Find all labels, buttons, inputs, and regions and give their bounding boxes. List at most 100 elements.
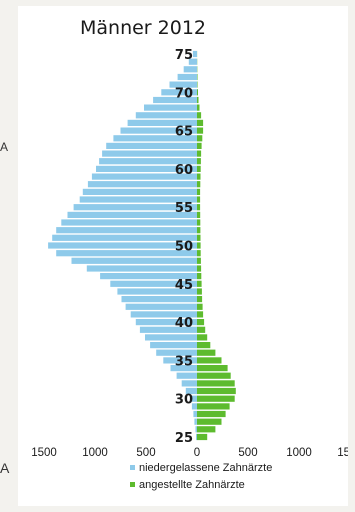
bar-niedergelassene-49 [56, 250, 198, 257]
bar-angestellte-70 [197, 89, 198, 96]
y-tick-label-55: 55 [175, 201, 193, 216]
bar-angestellte-71 [197, 81, 198, 88]
y-axis-ticks: 25 30 35 40 45 50 55 60 65 70 75 [175, 48, 193, 446]
bar-angestellte-47 [197, 265, 202, 272]
bar-angestellte-33 [197, 372, 231, 379]
bar-angestellte-48 [197, 257, 201, 264]
edge-mark-bottom-left: A [0, 460, 10, 476]
y-tick-label-65: 65 [175, 125, 193, 140]
bar-angestellte-49 [197, 250, 201, 257]
bar-niedergelassene-43 [121, 296, 197, 303]
bar-angestellte-65 [197, 127, 204, 134]
y-tick-label-35: 35 [175, 354, 193, 369]
bar-niedergelassene-41 [130, 311, 197, 318]
x-tick-label-6: 1500 [337, 447, 348, 459]
bar-angestellte-45 [197, 280, 202, 287]
bar-niedergelassene-30 [189, 395, 197, 402]
bar-niedergelassene-36 [156, 349, 197, 356]
chart-title: Männer 2012 [80, 17, 206, 39]
y-tick-label-60: 60 [175, 163, 193, 178]
x-tick-label-1: 1000 [82, 447, 108, 459]
bar-angestellte-25 [197, 433, 208, 441]
bar-niedergelassene-57 [82, 188, 197, 195]
bar-niedergelassene-59 [91, 173, 197, 180]
bar-angestellte-37 [197, 342, 211, 349]
bar-niedergelassene-63 [106, 142, 197, 149]
x-axis-ticks: 1500 1000 500 0 500 1000 1500 [31, 447, 348, 459]
bar-angestellte-60 [197, 165, 201, 172]
legend-label-angestellte: angestellte Zahnärzte [139, 479, 245, 491]
bar-niedergelassene-26 [195, 426, 197, 433]
bar-angestellte-35 [197, 357, 222, 364]
bar-angestellte-29 [197, 403, 230, 410]
bar-angestellte-38 [197, 334, 208, 341]
bar-niedergelassene-64 [113, 135, 197, 142]
bar-angestellte-46 [197, 273, 202, 280]
bar-angestellte-55 [197, 204, 201, 211]
series-left-bars [48, 50, 198, 441]
bar-niedergelassene-25 [196, 433, 197, 441]
x-tick-label-3: 0 [194, 447, 200, 459]
bar-angestellte-26 [197, 426, 216, 433]
bar-niedergelassene-35 [163, 357, 197, 364]
bar-angestellte-30 [197, 395, 235, 402]
bar-angestellte-41 [197, 311, 204, 318]
bar-niedergelassene-66 [127, 119, 197, 126]
y-tick-label-25: 25 [175, 431, 193, 446]
x-tick-label-0: 1500 [31, 447, 57, 459]
bar-angestellte-67 [197, 112, 202, 119]
x-tick-label-2: 500 [136, 447, 155, 459]
y-tick-label-30: 30 [175, 393, 193, 408]
bar-angestellte-52 [197, 227, 201, 234]
bar-niedergelassene-28 [193, 410, 197, 418]
bar-angestellte-54 [197, 211, 201, 218]
bar-angestellte-42 [197, 303, 203, 310]
bar-angestellte-58 [197, 181, 201, 188]
y-tick-label-70: 70 [175, 86, 193, 101]
bar-niedergelassene-54 [67, 211, 197, 218]
bar-angestellte-57 [197, 188, 201, 195]
bar-niedergelassene-47 [86, 265, 197, 272]
bar-angestellte-31 [197, 387, 236, 395]
bar-niedergelassene-52 [56, 227, 198, 234]
bar-niedergelassene-46 [100, 273, 197, 280]
bar-niedergelassene-31 [185, 387, 197, 395]
bar-angestellte-69 [197, 96, 199, 104]
legend-label-niedergelassene: niedergelassene Zahnärzte [139, 462, 272, 474]
bar-niedergelassene-45 [110, 280, 197, 287]
bar-niedergelassene-53 [61, 219, 197, 226]
bar-niedergelassene-70 [161, 89, 197, 96]
bar-angestellte-61 [197, 158, 201, 165]
bar-niedergelassene-60 [96, 165, 197, 172]
bar-niedergelassene-37 [150, 342, 197, 349]
bar-angestellte-34 [197, 365, 228, 372]
bar-angestellte-36 [197, 349, 216, 356]
bar-niedergelassene-58 [87, 181, 197, 188]
bar-angestellte-66 [197, 119, 204, 126]
bar-niedergelassene-72 [177, 73, 197, 81]
x-tick-label-4: 500 [238, 447, 257, 459]
bar-angestellte-64 [197, 135, 203, 142]
bar-niedergelassene-67 [135, 112, 197, 119]
bar-niedergelassene-29 [191, 403, 197, 410]
bar-niedergelassene-48 [71, 257, 197, 264]
bar-niedergelassene-62 [102, 150, 197, 157]
bar-angestellte-59 [197, 173, 201, 180]
bar-niedergelassene-44 [117, 288, 197, 295]
bar-niedergelassene-33 [176, 372, 197, 379]
bar-niedergelassene-34 [170, 365, 197, 372]
bar-niedergelassene-55 [73, 204, 197, 211]
bar-angestellte-72 [197, 73, 198, 81]
bar-niedergelassene-65 [120, 127, 197, 134]
bar-angestellte-32 [197, 380, 235, 387]
x-tick-label-5: 1000 [286, 447, 312, 459]
bar-angestellte-40 [197, 319, 205, 326]
bar-angestellte-50 [197, 242, 201, 249]
legend: niedergelassene Zahnärzte angestellte Za… [130, 462, 272, 491]
bar-angestellte-44 [197, 288, 202, 295]
bar-niedergelassene-51 [52, 234, 198, 241]
y-tick-label-75: 75 [175, 48, 193, 63]
legend-swatch-angestellte [130, 482, 135, 487]
